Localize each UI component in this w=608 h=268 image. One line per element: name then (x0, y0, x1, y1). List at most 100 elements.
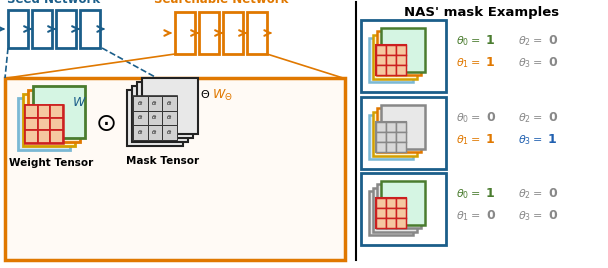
Bar (386, 198, 396, 208)
Bar (376, 65, 386, 75)
Bar (396, 55, 406, 65)
Text: 0: 0 (486, 111, 495, 124)
Bar (386, 218, 396, 228)
Bar (376, 44, 386, 55)
Text: $\theta_i$: $\theta_i$ (167, 99, 173, 107)
Bar (28, 90, 80, 142)
Bar (175, 12, 195, 54)
Bar (377, 108, 421, 152)
Text: $\theta_2$$=$: $\theta_2$$=$ (518, 34, 542, 48)
Bar (18, 98, 70, 150)
Bar (50, 118, 63, 130)
Bar (376, 122, 406, 152)
Bar (148, 96, 162, 110)
Bar (373, 35, 417, 79)
Text: $\theta_1$$=$: $\theta_1$$=$ (456, 133, 480, 147)
Text: Seed Network: Seed Network (7, 0, 100, 6)
Bar (386, 44, 396, 55)
Bar (247, 12, 267, 54)
Text: 1: 1 (486, 187, 495, 200)
Text: Weight Tensor: Weight Tensor (9, 158, 94, 168)
Bar (361, 20, 446, 92)
Bar (38, 105, 50, 118)
Text: $\theta_i$: $\theta_i$ (137, 99, 143, 107)
Bar (26, 130, 38, 143)
Bar (162, 110, 178, 125)
Bar (5, 78, 345, 260)
Bar (376, 198, 386, 208)
Bar (132, 86, 188, 142)
Text: $\Theta$: $\Theta$ (200, 88, 210, 100)
Bar (361, 173, 446, 245)
Bar (80, 10, 100, 48)
Bar (199, 12, 219, 54)
Bar (381, 181, 425, 225)
Text: 1: 1 (486, 133, 495, 146)
Bar (133, 125, 148, 140)
Text: $\theta_i$: $\theta_i$ (137, 128, 143, 137)
Bar (127, 90, 183, 146)
Bar (142, 78, 198, 134)
Bar (376, 142, 386, 152)
Bar (38, 130, 50, 143)
Bar (369, 38, 413, 82)
Bar (133, 96, 148, 110)
Bar (369, 115, 413, 159)
Bar (386, 208, 396, 218)
Text: 0: 0 (548, 209, 557, 222)
Bar (381, 105, 425, 148)
Text: $\theta_3$$=$: $\theta_3$$=$ (518, 209, 542, 223)
Text: $\theta_1$$=$: $\theta_1$$=$ (456, 209, 480, 223)
Bar (376, 218, 386, 228)
Bar (137, 82, 193, 138)
Bar (361, 97, 446, 169)
Text: 0: 0 (486, 209, 495, 222)
Bar (386, 142, 396, 152)
Text: 1: 1 (548, 133, 557, 146)
Bar (373, 111, 417, 155)
Bar (376, 44, 406, 75)
Text: $W_\Theta$: $W_\Theta$ (212, 88, 233, 103)
Bar (386, 55, 396, 65)
Text: $\theta_i$: $\theta_i$ (167, 114, 173, 122)
Text: $\theta_i$: $\theta_i$ (151, 114, 159, 122)
Bar (162, 96, 178, 110)
Text: Mask Tensor: Mask Tensor (126, 156, 199, 166)
Bar (162, 125, 178, 140)
Bar (376, 122, 386, 132)
Text: $\theta_0$$=$: $\theta_0$$=$ (456, 187, 480, 201)
Bar (133, 96, 178, 140)
Bar (148, 125, 162, 140)
Bar (23, 94, 75, 146)
Text: $W$: $W$ (72, 96, 87, 109)
Bar (26, 105, 63, 143)
Text: $\odot$: $\odot$ (95, 112, 116, 136)
Text: $\theta_3$$=$: $\theta_3$$=$ (518, 56, 542, 70)
Bar (373, 188, 417, 232)
Text: 0: 0 (548, 34, 557, 47)
Bar (26, 118, 38, 130)
Bar (396, 44, 406, 55)
Bar (50, 130, 63, 143)
Bar (223, 12, 243, 54)
Bar (376, 198, 406, 228)
Bar (26, 105, 38, 118)
Bar (376, 208, 386, 218)
Bar (386, 122, 396, 132)
Bar (377, 31, 421, 75)
Bar (396, 122, 406, 132)
Text: 1: 1 (486, 34, 495, 47)
Text: Searchable Network: Searchable Network (154, 0, 288, 6)
Text: $\theta_0$$=$: $\theta_0$$=$ (456, 34, 480, 48)
Bar (8, 10, 28, 48)
Text: $\theta_i$: $\theta_i$ (137, 114, 143, 122)
Text: $\theta_2$$=$: $\theta_2$$=$ (518, 111, 542, 125)
Bar (38, 118, 50, 130)
Bar (50, 105, 63, 118)
Text: $\theta_i$: $\theta_i$ (151, 99, 159, 107)
Bar (386, 65, 396, 75)
Bar (396, 65, 406, 75)
Text: $\theta_i$: $\theta_i$ (151, 128, 159, 137)
Bar (133, 110, 148, 125)
Bar (396, 142, 406, 152)
